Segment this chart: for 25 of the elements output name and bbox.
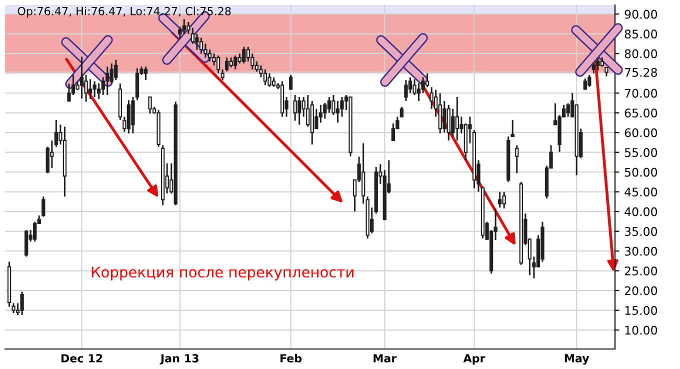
y-tick-label: 35.00 [624, 227, 658, 236]
y-tick-label: 55.00 [624, 148, 658, 157]
y-tick-label: 30.00 [624, 246, 658, 256]
y-tick-label: 75.28 [624, 68, 658, 77]
x-tick-label: Jan 13 [160, 354, 198, 365]
y-tick-label: 85.00 [624, 30, 658, 38]
y-tick-label: 80.00 [624, 49, 658, 58]
y-tick-label: 60.00 [624, 128, 658, 138]
x-tick-label: Apr [463, 354, 486, 365]
y-tick-label: 70.00 [624, 88, 658, 98]
y-tick-label: 15.00 [625, 306, 658, 315]
y-tick-label: 65.00 [624, 108, 658, 118]
y-tick-label: 40.00 [624, 207, 658, 216]
annotation: Op:76.47, Hi:76.47, Lo:74.27, Cl:75.28 [18, 6, 231, 18]
x-tick-label: Feb [280, 354, 302, 362]
y-tick-label: 20.00 [624, 286, 658, 296]
y-tick-label: 45.00 [624, 188, 658, 196]
annotation: Коррекция после перекуплености [92, 266, 354, 280]
y-tick-label: 10.00 [625, 326, 658, 335]
y-tick-label: 90.00 [624, 10, 658, 19]
x-tick-label: May [564, 354, 590, 365]
x-tick-label: Mar [374, 354, 397, 362]
y-tick-label: 25.00 [624, 266, 658, 276]
y-tick-label: 50.00 [624, 168, 658, 177]
x-tick-label: Dec 12 [61, 354, 102, 362]
